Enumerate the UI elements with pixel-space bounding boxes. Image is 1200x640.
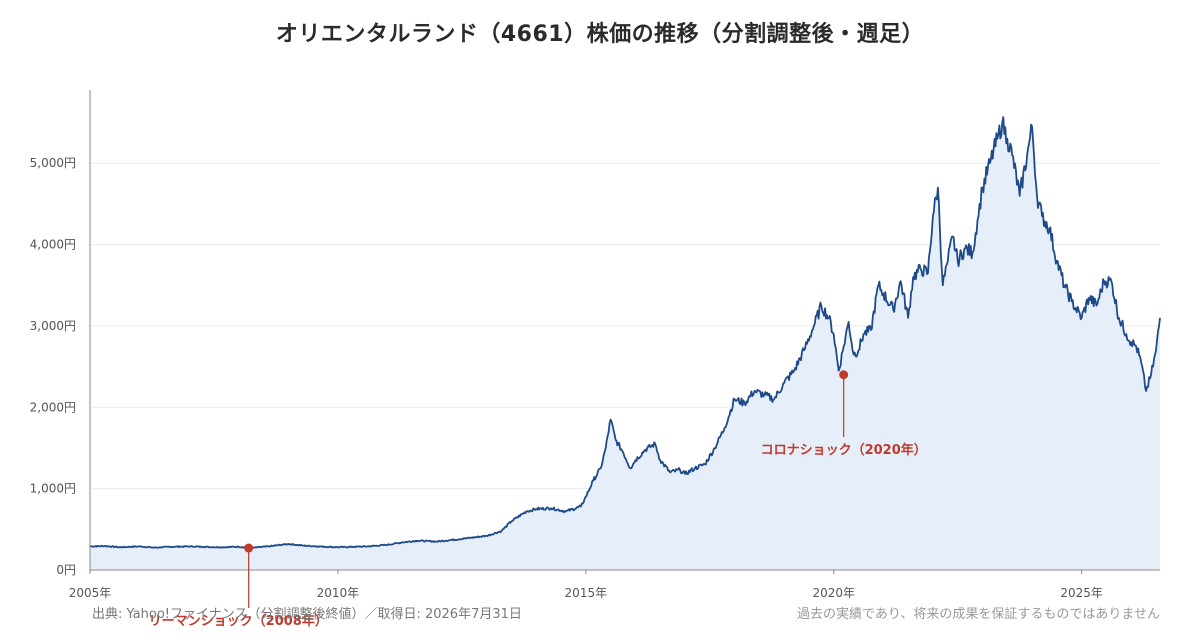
- area-layer: [90, 117, 1160, 570]
- annotation-dot: [839, 370, 849, 380]
- price-line: [90, 116, 1161, 549]
- y-tick-label: 4,000円: [30, 238, 76, 252]
- axis-layer: 0円 1,000円 2,000円 3,000円 4,000円 5,000円 2005年 201…: [30, 90, 1160, 600]
- y-tick-label: 5,000円: [30, 156, 76, 170]
- annotation-label: リーマンショック（2008年）: [149, 613, 328, 629]
- x-tick-label: 2025年: [1060, 586, 1103, 600]
- line-layer: [90, 116, 1161, 549]
- chart-title: オリエンタルランド（4661）株価の推移（分割調整後・週足）: [275, 22, 925, 47]
- price-area-fill: [90, 117, 1160, 570]
- annotation-label: コロナショック（2020年）: [761, 442, 927, 458]
- y-tick-label: 0円: [56, 563, 76, 577]
- annotation-layer: リーマンショック（2008年） コロナショック（2020年）: [149, 370, 927, 629]
- y-tick-label: 2,000円: [30, 400, 76, 414]
- y-tick-label: 3,000円: [30, 319, 76, 333]
- disclaimer-note: 過去の実績であり、将来の成果を保証するものではありません: [797, 607, 1160, 622]
- x-tick-label: 2020年: [812, 586, 855, 600]
- y-tick-label: 1,000円: [30, 482, 76, 496]
- annotation-dot: [244, 543, 254, 553]
- x-tick-label: 2015年: [565, 586, 608, 600]
- x-tick-label: 2005年: [69, 586, 112, 600]
- source-note: 出典: Yahoo!ファイナンス（分割調整後終値）／取得日: 2026年7月31…: [92, 607, 522, 622]
- x-tick-label: 2010年: [317, 586, 360, 600]
